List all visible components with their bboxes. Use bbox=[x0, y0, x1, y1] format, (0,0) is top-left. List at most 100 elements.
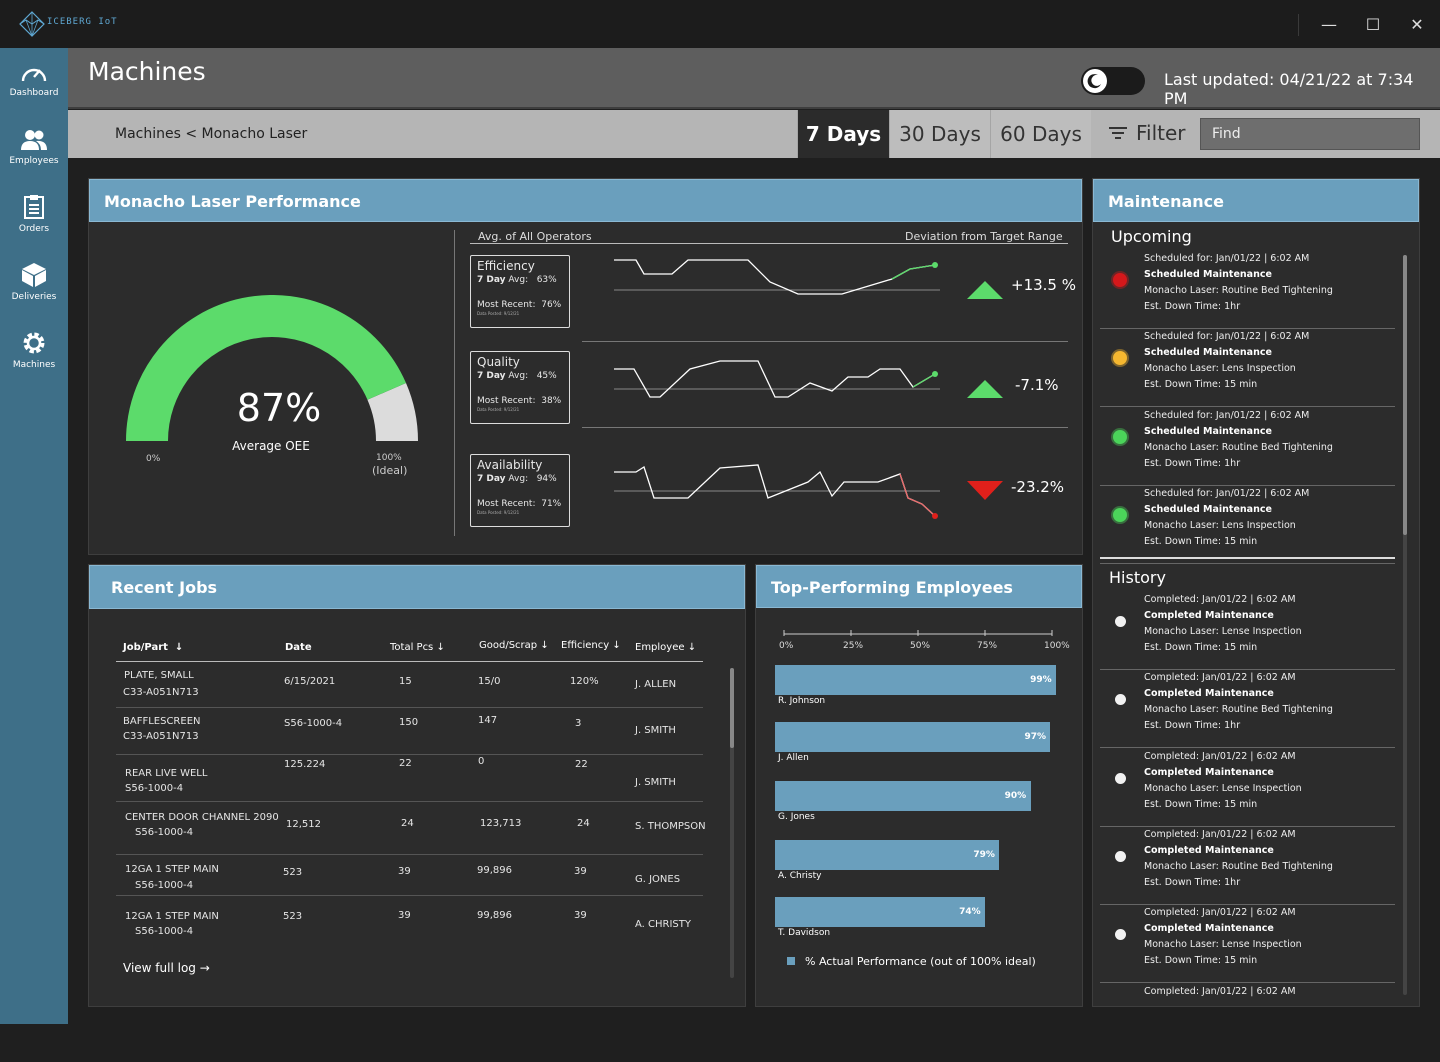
posted-date: Data Posted: 9/12/21 bbox=[477, 510, 520, 515]
good-cell: 123,713 bbox=[480, 818, 522, 829]
upcoming-item[interactable]: Scheduled for: Jan/01/22 | 6:02 AM Schedu… bbox=[1100, 408, 1395, 486]
close-button[interactable]: ✕ bbox=[1395, 0, 1439, 48]
employee-cell: J. SMITH bbox=[635, 725, 676, 736]
item-date: Scheduled for: Jan/01/22 | 6:02 AM bbox=[1144, 253, 1310, 264]
employee-bar[interactable] bbox=[775, 897, 986, 927]
page-header bbox=[68, 48, 1440, 109]
col-header-good-scrap[interactable]: Good/Scrap ↓ bbox=[479, 640, 549, 651]
sidebar-item-label: Machines bbox=[12, 360, 56, 370]
bar-value-label: 97% bbox=[1024, 732, 1047, 742]
upcoming-item[interactable]: Scheduled for: Jan/01/22 | 6:02 AM Schedu… bbox=[1100, 251, 1395, 329]
range-7-days[interactable]: 7 Days bbox=[797, 110, 889, 158]
eff-cell: 39 bbox=[574, 910, 587, 921]
employee-cell: G. JONES bbox=[635, 874, 681, 885]
filter-button[interactable]: Filter bbox=[1108, 121, 1186, 145]
history-item[interactable]: Completed: Jan/01/22 | 6:02 AM Completed … bbox=[1100, 749, 1395, 827]
item-date: Completed: Jan/01/22 | 6:02 AM bbox=[1144, 750, 1296, 762]
history-item[interactable]: Completed: Jan/01/22 | 6:02 AM bbox=[1100, 984, 1395, 1062]
item-downtime: Est. Down Time: 15 min bbox=[1144, 798, 1258, 810]
dark-mode-toggle[interactable] bbox=[1081, 67, 1145, 95]
item-downtime: Est. Down Time: 15 min bbox=[1144, 379, 1258, 391]
find-input[interactable] bbox=[1200, 118, 1420, 150]
efficiency-box[interactable]: Efficiency 7 Day Avg: 63% Most Recent: 7… bbox=[470, 255, 570, 328]
page-title: Machines bbox=[88, 57, 206, 86]
avg-label: 7 Day bbox=[477, 275, 506, 285]
quality-box[interactable]: Quality 7 Day Avg: 45% Most Recent: 38% … bbox=[470, 351, 570, 424]
minimize-button[interactable]: — bbox=[1307, 0, 1351, 48]
range-60-days[interactable]: 60 Days bbox=[990, 110, 1091, 158]
sidebar-item-label: Orders bbox=[18, 224, 50, 234]
history-item[interactable]: Completed: Jan/01/22 | 6:02 AM Completed … bbox=[1100, 905, 1395, 984]
oee-label: Average OEE bbox=[232, 439, 310, 453]
employee-bar[interactable] bbox=[775, 781, 1031, 811]
part-name: 12GA 1 STEP MAIN bbox=[125, 911, 219, 922]
employee-bar[interactable] bbox=[775, 665, 1057, 695]
gauge-icon bbox=[21, 68, 47, 82]
good-cell: 99,896 bbox=[477, 910, 512, 921]
range-30-days[interactable]: 30 Days bbox=[889, 110, 990, 158]
sidebar-item-machines[interactable]: Machines bbox=[0, 330, 68, 370]
upcoming-item[interactable]: Scheduled for: Jan/01/22 | 6:02 AM Schedu… bbox=[1100, 329, 1395, 408]
sidebar-item-dashboard[interactable]: Dashboard bbox=[0, 62, 68, 98]
jobs-scrollbar[interactable] bbox=[730, 668, 734, 978]
history-item[interactable]: Completed: Jan/01/22 | 6:02 AM Completed … bbox=[1100, 592, 1395, 670]
employee-bar[interactable] bbox=[775, 722, 1051, 752]
col-header-date[interactable]: Date bbox=[285, 642, 312, 653]
legend-swatch bbox=[787, 957, 795, 965]
scroll-thumb[interactable] bbox=[730, 668, 734, 748]
link-label: View full log bbox=[123, 961, 196, 975]
part-name: REAR LIVE WELL bbox=[125, 768, 208, 779]
scroll-thumb[interactable] bbox=[1403, 255, 1407, 535]
clipboard-icon bbox=[24, 195, 44, 219]
col-label: Good/Scrap bbox=[479, 640, 538, 651]
avg-suffix: Avg: bbox=[508, 474, 529, 484]
panel-title: Monacho Laser Performance bbox=[89, 179, 1082, 222]
col-label: Job/Part bbox=[123, 642, 168, 653]
maximize-button[interactable]: ☐ bbox=[1351, 0, 1395, 48]
recent-value: 38% bbox=[541, 396, 562, 406]
sidebar-item-deliveries[interactable]: Deliveries bbox=[0, 262, 68, 302]
col-header-efficiency[interactable]: Efficiency ↓ bbox=[561, 640, 621, 651]
sidebar bbox=[0, 48, 68, 1024]
col-header-employee[interactable]: Employee ↓ bbox=[635, 642, 697, 653]
quality-sparkline bbox=[614, 360, 940, 398]
status-dot-icon bbox=[1113, 273, 1127, 287]
item-type: Completed Maintenance bbox=[1144, 766, 1274, 778]
part-name: CENTER DOOR CHANNEL 2090 bbox=[125, 812, 279, 823]
metric-name: Efficiency bbox=[477, 259, 535, 273]
item-type: Completed Maintenance bbox=[1144, 610, 1274, 621]
view-full-log-link[interactable]: View full log → bbox=[123, 961, 210, 975]
col-header-total[interactable]: Total Pcs ↓ bbox=[390, 642, 445, 653]
status-dot-icon bbox=[1115, 772, 1126, 784]
box-icon bbox=[22, 263, 46, 287]
axis-tick-label: 100% bbox=[1044, 641, 1070, 651]
breadcrumb[interactable]: Machines < Monacho Laser bbox=[115, 126, 308, 142]
sidebar-item-orders[interactable]: Orders bbox=[0, 194, 68, 234]
history-item[interactable]: Completed: Jan/01/22 | 6:02 AM Completed … bbox=[1100, 827, 1395, 905]
availability-delta: -23.2% bbox=[1011, 478, 1065, 496]
employee-bar[interactable] bbox=[775, 840, 1000, 870]
employee-axis: 0% 25% 50% 75% 100% bbox=[779, 630, 1070, 651]
recent-value: 71% bbox=[541, 499, 562, 509]
item-description: Monacho Laser: Lens Inspection bbox=[1144, 363, 1296, 375]
maintenance-scrollbar[interactable] bbox=[1403, 255, 1407, 995]
eff-cell: 24 bbox=[577, 818, 590, 829]
item-description: Monacho Laser: Lense Inspection bbox=[1144, 782, 1302, 794]
history-item[interactable]: Completed: Jan/01/22 | 6:02 AM Completed … bbox=[1100, 670, 1395, 749]
row-divider bbox=[116, 754, 703, 755]
availability-box[interactable]: Availability 7 Day Avg: 94% Most Recent:… bbox=[470, 454, 570, 527]
status-dot-icon bbox=[1115, 616, 1126, 627]
metric-divider bbox=[582, 341, 1068, 342]
col-header-job[interactable]: Job/Part ↓ bbox=[123, 642, 184, 653]
avg-label: 7 Day bbox=[477, 371, 506, 381]
avg-label: 7 Day bbox=[477, 474, 506, 484]
employee-cell: A. CHRISTY bbox=[635, 919, 691, 930]
eff-cell: 3 bbox=[575, 718, 582, 729]
gear-icon bbox=[23, 332, 45, 354]
good-cell: 15/0 bbox=[478, 676, 501, 687]
deviation-label: Deviation from Target Range bbox=[905, 230, 1063, 243]
sidebar-item-employees[interactable]: Employees bbox=[0, 128, 68, 166]
employee-name: A. Christy bbox=[778, 871, 822, 881]
upcoming-item[interactable]: Scheduled for: Jan/01/22 | 6:02 AM Schedu… bbox=[1100, 486, 1395, 564]
item-description: Monacho Laser: Lens Inspection bbox=[1144, 519, 1296, 531]
